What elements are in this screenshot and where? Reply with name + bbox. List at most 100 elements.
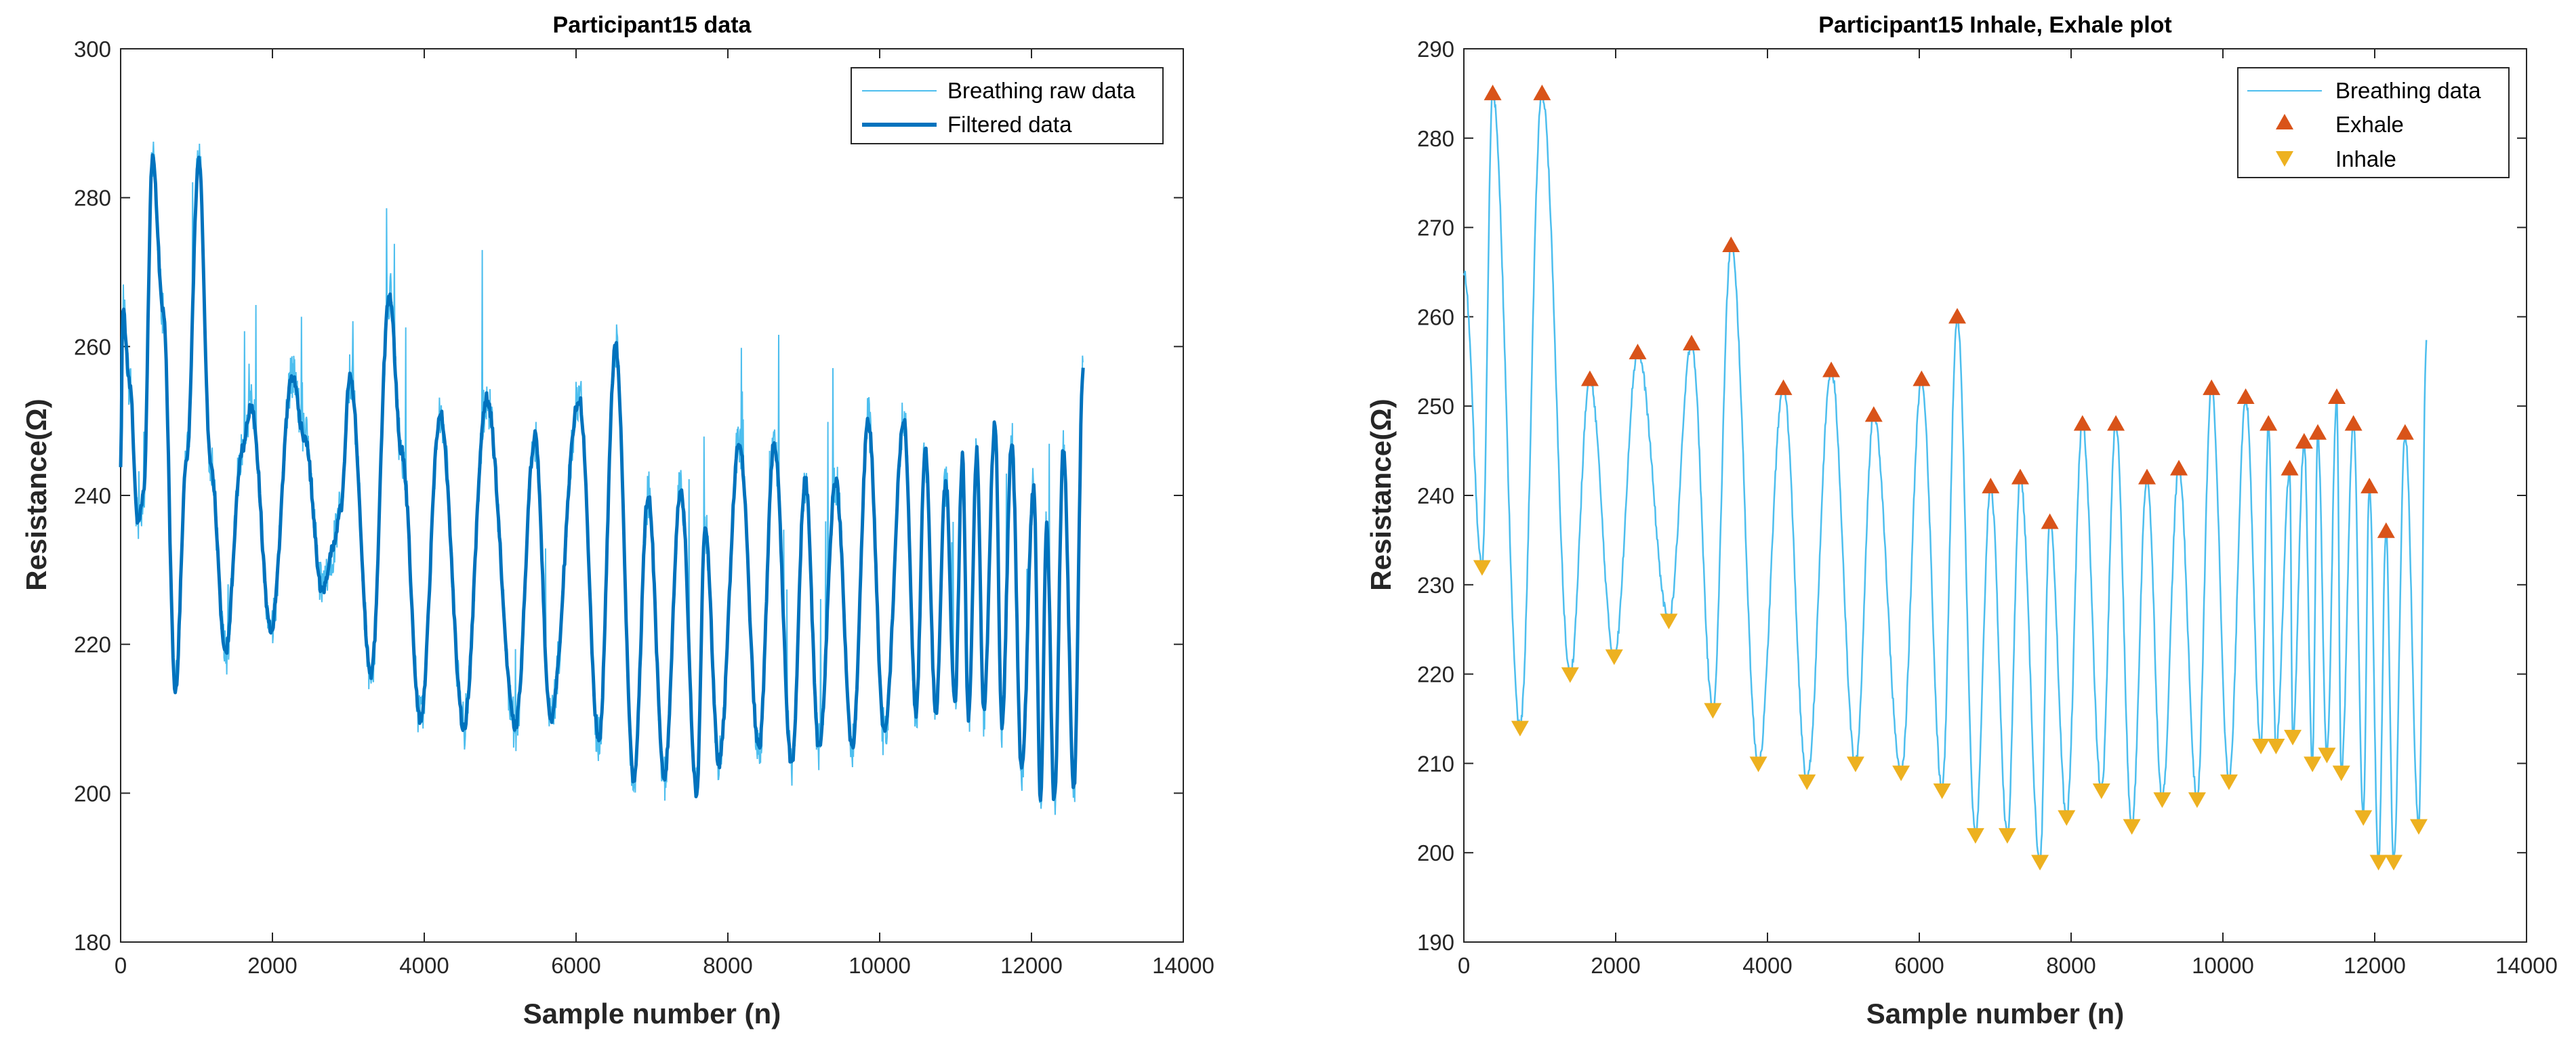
inhale-marker [2332, 765, 2350, 781]
exhale-marker [1822, 361, 1841, 377]
legend-box [851, 67, 1164, 144]
tick-marks [1463, 48, 2527, 943]
exhale-marker [1982, 477, 2000, 493]
y-tick-label: 240 [1417, 483, 1454, 508]
inhale-marker [2267, 739, 2285, 755]
y-tick-label: 200 [74, 781, 111, 806]
exhale-marker [2260, 415, 2278, 431]
x-tick-label: 4000 [399, 953, 449, 978]
legend-label-exhale: Exhale [2335, 112, 2404, 137]
x-tick-label: 2000 [1591, 953, 1640, 978]
exhale-markers-layer [1484, 84, 2414, 538]
x-tick-label: 12000 [1000, 953, 1063, 978]
y-tick-labels: 180 200 220 240 260 280 300 [74, 37, 111, 955]
inhale-marker [2188, 792, 2206, 809]
y-tick-label: 240 [74, 483, 111, 508]
y-tick-label: 280 [1417, 126, 1454, 151]
x-tick-label: 0 [115, 953, 127, 978]
inhale-marker [1511, 720, 1529, 737]
y-tick-label: 220 [1417, 662, 1454, 687]
y-axis-label: Resistance(Ω) [20, 399, 52, 590]
exhale-marker [2041, 513, 2059, 529]
legend-swatch-inhale [2276, 151, 2293, 167]
filtered-series-layer [119, 153, 1085, 802]
inhale-marker [2153, 792, 2171, 809]
inhale-marker [1846, 756, 1864, 773]
inhale-markers-layer [1473, 560, 2428, 871]
exhale-marker [2396, 424, 2414, 440]
x-tick-label: 14000 [2495, 953, 2558, 978]
y-tick-labels: 190 200 210 220 230 240 250 260 270 280 290 [1417, 37, 1454, 955]
exhale-marker [2138, 468, 2156, 485]
legend-label-breathing: Breathing data [2335, 78, 2481, 103]
inhale-marker [2252, 739, 2270, 755]
plot-area [120, 48, 1184, 943]
exhale-marker [2328, 388, 2346, 405]
y-tick-label: 280 [74, 186, 111, 211]
legend: Breathing data Exhale Inhale [2237, 67, 2510, 178]
inhale-marker [1998, 828, 2016, 844]
y-tick-label: 290 [1417, 37, 1454, 62]
inhale-marker [2284, 729, 2302, 746]
chart-participant15-data: 0 2000 4000 6000 8000 10000 12000 14000 180 200 2… [20, 12, 1214, 1029]
inhale-marker [2031, 855, 2049, 871]
plot-area [1463, 48, 2527, 943]
x-tick-label: 10000 [2192, 953, 2254, 978]
legend-swatch-exhale [2276, 114, 2293, 129]
exhale-marker [2281, 460, 2299, 476]
inhale-marker [2220, 774, 2238, 790]
exhale-marker [1629, 344, 1647, 360]
inhale-marker [1933, 783, 1951, 799]
y-tick-label: 300 [74, 37, 111, 62]
inhale-marker [2092, 783, 2110, 799]
y-tick-label: 250 [1417, 394, 1454, 419]
inhale-marker [2058, 810, 2076, 826]
exhale-marker [1948, 308, 1966, 324]
inhale-marker [1561, 667, 1579, 683]
exhale-marker [2236, 388, 2255, 405]
chart-inhale-exhale: 0 2000 4000 6000 8000 10000 12000 14000 190 200 2… [1365, 12, 2558, 1029]
x-tick-label: 8000 [2046, 953, 2095, 978]
legend-label-filtered: Filtered data [947, 112, 1072, 137]
x-tick-labels: 0 2000 4000 6000 8000 10000 12000 14000 [1458, 953, 2558, 978]
series-filtered-data [119, 153, 1085, 802]
exhale-marker [2170, 460, 2188, 476]
x-tick-labels: 0 2000 4000 6000 8000 10000 12000 14000 [115, 953, 1214, 978]
y-tick-label: 190 [1417, 930, 1454, 955]
exhale-marker [2360, 477, 2379, 493]
inhale-marker [2123, 819, 2141, 835]
inhale-marker [2369, 855, 2388, 871]
exhale-marker [2377, 522, 2395, 538]
inhale-marker [1704, 703, 1722, 719]
exhale-marker [2011, 468, 2029, 485]
y-tick-label: 180 [74, 930, 111, 955]
chart-title: Participant15 Inhale, Exhale plot [1818, 12, 2172, 38]
inhale-marker [1966, 828, 1984, 844]
x-tick-label: 2000 [247, 953, 297, 978]
chart-title: Participant15 data [553, 12, 752, 38]
inhale-marker [2385, 855, 2403, 871]
exhale-marker [2203, 379, 2221, 395]
breathing-series-layer [1463, 91, 2428, 867]
x-tick-label: 6000 [551, 953, 600, 978]
exhale-marker [1913, 370, 1931, 386]
exhale-marker [2107, 415, 2125, 431]
inhale-marker [1892, 765, 1910, 781]
exhale-marker [2073, 415, 2091, 431]
x-tick-label: 0 [1458, 953, 1470, 978]
exhale-marker [1580, 370, 1599, 386]
y-tick-label: 220 [74, 632, 111, 657]
x-tick-label: 4000 [1742, 953, 1792, 978]
inhale-marker [1660, 613, 1678, 630]
y-tick-label: 260 [74, 334, 111, 359]
y-tick-label: 210 [1417, 751, 1454, 776]
exhale-marker [2309, 424, 2327, 440]
inhale-marker [2318, 748, 2336, 764]
inhale-marker [2409, 819, 2428, 835]
exhale-marker [1683, 334, 1700, 350]
y-axis-label: Resistance(Ω) [1365, 399, 1397, 590]
x-axis-label: Sample number (n) [1866, 998, 2124, 1029]
exhale-marker [1484, 84, 1502, 100]
y-tick-label: 200 [1417, 840, 1454, 865]
